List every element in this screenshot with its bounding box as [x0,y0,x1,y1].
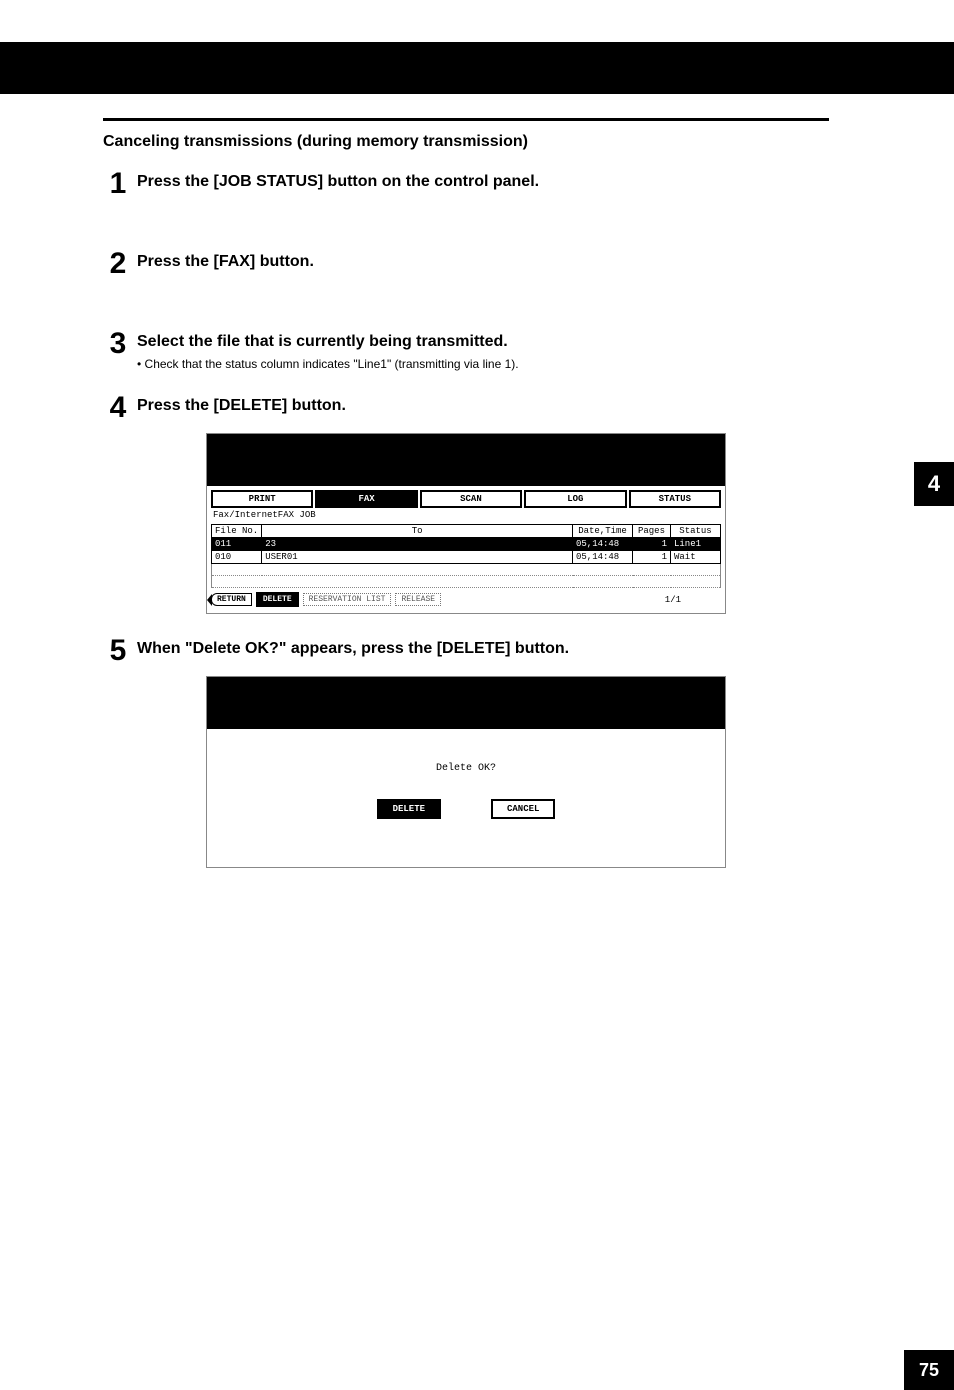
cell-status: Wait [671,551,721,564]
page-number: 75 [904,1350,954,1390]
reservation-list-button[interactable]: RESERVATION LIST [303,593,392,606]
step-number: 1 [103,169,133,199]
delete-confirm-message: Delete OK? [207,763,725,774]
cell-pages: 1 [633,538,671,551]
screenshot-header-bar [207,677,725,729]
content-area: Canceling transmissions (during memory t… [103,121,829,868]
tab-status[interactable]: STATUS [629,490,722,508]
step-heading: When "Delete OK?" appears, press the [DE… [137,640,829,658]
step-body: Press the [FAX] button. [137,249,829,271]
cell-datetime: 05,14:48 [573,538,633,551]
step-heading: Press the [FAX] button. [137,253,829,271]
table-row-empty [212,564,721,576]
step-heading: Select the file that is currently being … [137,333,829,351]
cell-pages: 1 [633,551,671,564]
col-status: Status [671,525,721,538]
step-note: Check that the status column indicates "… [137,357,829,371]
screenshot-body: PRINT FAX SCAN LOG STATUS Fax/InternetFA… [207,486,725,613]
page-indicator: 1/1 [665,595,681,605]
sub-label: Fax/InternetFAX JOB [213,510,721,520]
step-heading: Press the [DELETE] button. [137,397,829,415]
step-number: 2 [103,249,133,279]
tab-fax[interactable]: FAX [315,490,417,508]
tab-row: PRINT FAX SCAN LOG STATUS [211,490,721,508]
col-pages: Pages [633,525,671,538]
screenshot-job-status: PRINT FAX SCAN LOG STATUS Fax/InternetFA… [206,433,726,614]
cancel-button[interactable]: CANCEL [491,799,555,819]
cell-datetime: 05,14:48 [573,551,633,564]
screenshot-header-bar [207,434,725,486]
step-5: 5 When "Delete OK?" appears, press the [… [103,636,829,666]
step-number: 5 [103,636,133,666]
step-4: 4 Press the [DELETE] button. [103,393,829,423]
header-black-bar [0,42,954,94]
tab-scan[interactable]: SCAN [420,490,522,508]
cell-fileno: 011 [212,538,262,551]
table-header-row: File No. To Date,Time Pages Status [212,525,721,538]
step-body: Press the [DELETE] button. [137,393,829,415]
step-heading: Press the [JOB STATUS] button on the con… [137,173,829,191]
col-datetime: Date,Time [573,525,633,538]
step-2: 2 Press the [FAX] button. [103,249,829,279]
table-row[interactable]: 011 23 05,14:48 1 Line1 [212,538,721,551]
col-to: To [262,525,573,538]
section-title: Canceling transmissions (during memory t… [103,133,829,151]
job-table: File No. To Date,Time Pages Status 011 2… [211,524,721,588]
step-number: 3 [103,329,133,359]
cell-status: Line1 [671,538,721,551]
table-row[interactable]: 010 USER01 05,14:48 1 Wait [212,551,721,564]
chapter-tab: 4 [914,462,954,506]
delete-button[interactable]: DELETE [377,799,441,819]
step-number: 4 [103,393,133,423]
delete-button[interactable]: DELETE [256,592,299,607]
step-body: Press the [JOB STATUS] button on the con… [137,169,829,191]
step-body: Select the file that is currently being … [137,329,829,371]
confirm-button-row: DELETE CANCEL [207,799,725,819]
cell-to: 23 [262,538,573,551]
page: Canceling transmissions (during memory t… [0,42,954,1390]
step-3: 3 Select the file that is currently bein… [103,329,829,371]
col-fileno: File No. [212,525,262,538]
release-button[interactable]: RELEASE [395,593,441,606]
cell-fileno: 010 [212,551,262,564]
screenshot-body: Delete OK? DELETE CANCEL [207,729,725,867]
tab-log[interactable]: LOG [524,490,626,508]
bottom-button-row: RETURN DELETE RESERVATION LIST RELEASE 1… [211,592,721,607]
tab-print[interactable]: PRINT [211,490,313,508]
cell-to: USER01 [262,551,573,564]
step-body: When "Delete OK?" appears, press the [DE… [137,636,829,658]
step-1: 1 Press the [JOB STATUS] button on the c… [103,169,829,199]
table-row-empty [212,576,721,588]
return-button[interactable]: RETURN [211,593,252,606]
screenshot-delete-confirm: Delete OK? DELETE CANCEL [206,676,726,868]
